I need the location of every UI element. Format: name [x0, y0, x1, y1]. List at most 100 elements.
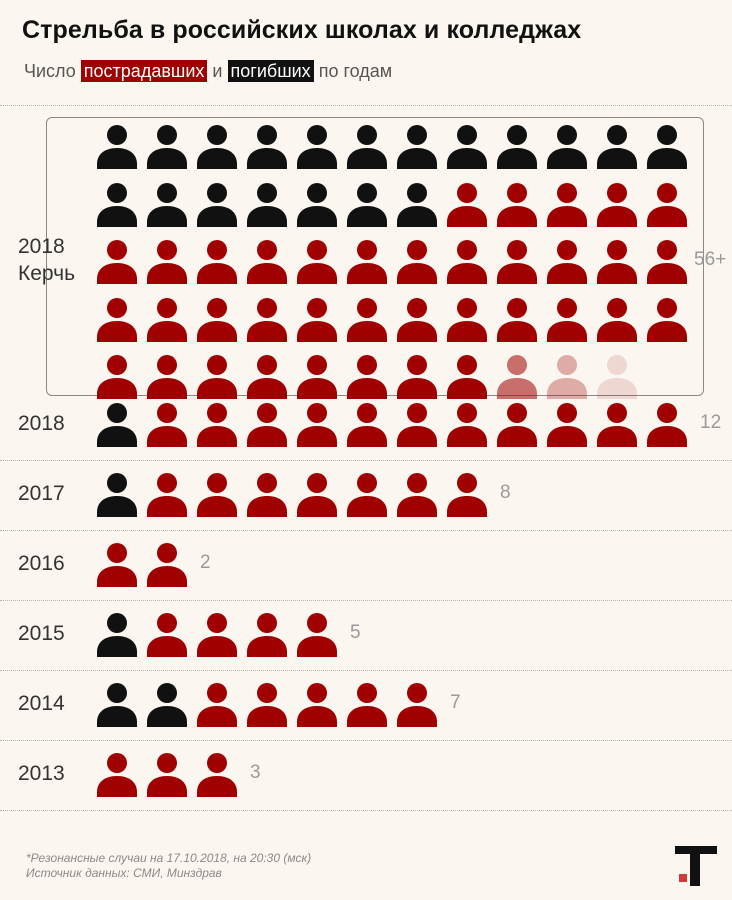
person-icon-injured [146, 541, 188, 587]
person-icon-injured [396, 681, 438, 727]
person-icon-injured [446, 296, 488, 342]
person-icon-injured [546, 401, 588, 447]
row-separator [0, 740, 732, 741]
row-separator [0, 460, 732, 461]
person-icon-injured [346, 471, 388, 517]
year-text: 2018 [18, 235, 65, 258]
person-icon-faded [596, 353, 638, 399]
count-label: 12 [700, 412, 722, 433]
subtitle-prefix: Число [24, 61, 76, 81]
person-icon-killed [196, 181, 238, 227]
person-icon-injured [296, 471, 338, 517]
person-icon-injured [246, 238, 288, 284]
count-label: 8 [500, 482, 511, 503]
count-label: 56+ [694, 249, 727, 270]
person-icon-injured [146, 401, 188, 447]
person-icon-injured [196, 681, 238, 727]
person-icon-killed [446, 123, 488, 169]
person-icon-injured [196, 238, 238, 284]
person-icon-injured [496, 181, 538, 227]
footnote-source: Источник данных: СМИ, Минздрав [26, 866, 222, 880]
person-icon-killed [96, 611, 138, 657]
footnote-note: *Резонансные случаи на 17.10.2018, на 20… [26, 851, 312, 865]
row-separator [0, 600, 732, 601]
person-icon-killed [96, 181, 138, 227]
person-icon-injured [146, 238, 188, 284]
person-icon-injured [296, 611, 338, 657]
person-icon-injured [146, 611, 188, 657]
year-label: 2013 [18, 760, 65, 787]
person-icon-injured [396, 471, 438, 517]
person-icon-killed [96, 123, 138, 169]
person-icon-killed [396, 123, 438, 169]
year-label: 2016 [18, 550, 65, 577]
person-icon-killed [396, 181, 438, 227]
year-label: 2017 [18, 480, 65, 507]
subtitle-and: и [212, 61, 223, 81]
person-icon-injured [246, 471, 288, 517]
person-icon-injured [446, 471, 488, 517]
chart-title: Стрельба в российских школах и колледжах [22, 16, 582, 44]
person-icon-injured [196, 471, 238, 517]
person-icon-killed [96, 471, 138, 517]
person-icon-killed [146, 123, 188, 169]
person-icon-killed [346, 181, 388, 227]
person-icon-injured [296, 681, 338, 727]
person-icon-injured [146, 296, 188, 342]
person-icon-injured [396, 238, 438, 284]
person-icon-injured [296, 238, 338, 284]
year-text: 2015 [18, 621, 65, 645]
person-icon-injured [346, 353, 388, 399]
chart-subtitle: Число пострадавших и погибших по годам [24, 60, 393, 82]
person-icon-injured [146, 353, 188, 399]
place-text: Керчь [18, 262, 76, 285]
person-icon-killed [346, 123, 388, 169]
person-icon-killed [196, 123, 238, 169]
person-icon-injured [496, 401, 538, 447]
person-icon-killed [646, 123, 688, 169]
person-icon-killed [96, 681, 138, 727]
person-icon-injured [96, 751, 138, 797]
person-icon-injured [646, 401, 688, 447]
brand-logo [675, 846, 717, 886]
count-label: 2 [200, 552, 211, 573]
person-icon-injured [96, 238, 138, 284]
person-icon-faded [496, 353, 538, 399]
count-label: 5 [350, 622, 361, 643]
person-icon-injured [596, 181, 638, 227]
person-icon-injured [246, 681, 288, 727]
person-icon-injured [446, 401, 488, 447]
year-text: 2014 [18, 691, 65, 715]
person-icon-injured [446, 353, 488, 399]
subtitle-suffix: по годам [318, 61, 393, 81]
person-icon-injured [146, 751, 188, 797]
person-icon-killed [596, 123, 638, 169]
row-separator [0, 105, 732, 106]
person-icon-injured [246, 353, 288, 399]
person-icon-killed [546, 123, 588, 169]
year-text: 2016 [18, 551, 65, 575]
person-icon-killed [246, 123, 288, 169]
year-label: 2018 [18, 410, 65, 437]
person-icon-injured [446, 238, 488, 284]
person-icon-injured [396, 401, 438, 447]
person-icon-injured [146, 471, 188, 517]
person-icon-injured [396, 296, 438, 342]
person-icon-killed [146, 181, 188, 227]
person-icon-injured [196, 611, 238, 657]
person-icon-injured [446, 181, 488, 227]
person-icon-injured [96, 541, 138, 587]
person-icon-injured [196, 751, 238, 797]
year-label: 2014 [18, 690, 65, 717]
person-icon-injured [96, 353, 138, 399]
count-label: 3 [250, 762, 261, 783]
person-icon-injured [196, 353, 238, 399]
row-separator [0, 810, 732, 811]
person-icon-killed [246, 181, 288, 227]
year-label: 2018 Керчь [18, 233, 75, 287]
person-icon-killed [96, 401, 138, 447]
person-icon-injured [646, 296, 688, 342]
person-icon-injured [546, 238, 588, 284]
person-icon-injured [296, 401, 338, 447]
person-icon-injured [296, 296, 338, 342]
